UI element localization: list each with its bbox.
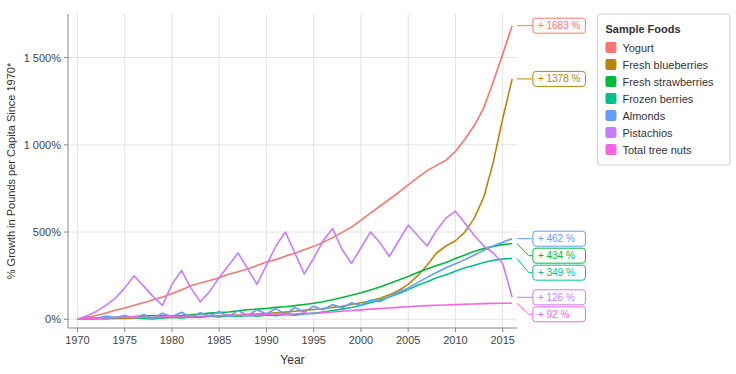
tick-mark: [266, 328, 267, 332]
annotation-leader: [517, 238, 533, 239]
annotation-label: + 126 %: [538, 292, 575, 303]
grid-line: [68, 57, 517, 58]
legend-entry: Fresh strawberries: [622, 76, 714, 88]
legend-title: Sample Foods: [605, 23, 680, 35]
tick-label: 2005: [396, 334, 420, 346]
annotation-box: [533, 265, 586, 280]
grid-line: [68, 144, 517, 145]
series-line: [77, 79, 512, 319]
tick-label: 1995: [301, 334, 325, 346]
annotation-label: + 349 %: [538, 267, 575, 278]
grid-line: [171, 14, 172, 328]
series-line: [77, 239, 512, 320]
annotation-box: [533, 290, 586, 305]
tick-label: 1990: [254, 334, 278, 346]
annotation-leader: [517, 303, 533, 314]
legend-swatch: [605, 127, 616, 138]
grid-line: [502, 14, 503, 328]
annotation-leader: [517, 244, 533, 256]
annotation-leader: [517, 25, 533, 26]
tick-mark: [64, 232, 68, 233]
tick-mark: [360, 328, 361, 332]
tick-mark: [64, 319, 68, 320]
tick-mark: [64, 144, 68, 145]
grid-line: [455, 14, 456, 328]
annotation-leader: [517, 78, 533, 79]
annotation-box: [533, 18, 586, 33]
annotation-label: + 434 %: [538, 250, 575, 261]
grid-line: [360, 14, 361, 328]
tick-mark: [77, 328, 78, 332]
annotation-label: + 92 %: [538, 309, 570, 320]
legend-entry: Almonds: [622, 110, 665, 122]
lines: [77, 26, 512, 320]
annotation-label: + 462 %: [538, 233, 575, 244]
tick-mark: [171, 328, 172, 332]
tick-mark: [64, 57, 68, 58]
grid-line: [408, 14, 409, 328]
axes: 0% 500% 1 000% 1 500% 1970 1975 1980 1985 1990 19…: [24, 14, 517, 346]
tick-label: 1980: [160, 334, 184, 346]
legend-entry: Pistachios: [622, 127, 673, 139]
tick-label: 1985: [207, 334, 231, 346]
tick-label: 1970: [65, 334, 89, 346]
tick-label: 500%: [33, 226, 61, 238]
series-line: [77, 26, 512, 320]
annotation-leader: [517, 258, 533, 272]
x-axis-title: Year: [280, 353, 304, 367]
legend-swatch: [605, 144, 616, 155]
annotation-box: [533, 231, 586, 246]
grid-line: [313, 14, 314, 328]
legend-box: [597, 14, 730, 165]
tick-label: 1 500%: [24, 52, 62, 64]
tick-mark: [219, 328, 220, 332]
tick-mark: [313, 328, 314, 332]
legend-entry: Fresh blueberries: [622, 59, 708, 71]
grid-line: [266, 14, 267, 328]
tick-mark: [455, 328, 456, 332]
legend-swatch: [605, 59, 616, 70]
legend-entry: Total tree nuts: [622, 144, 692, 156]
y-axis-title: % Growth in Pounds per Capita Since 1970…: [5, 62, 17, 279]
legend: Sample Foods Yogurt Fresh blueberries Fresh…: [597, 14, 730, 165]
legend-swatch: [605, 110, 616, 121]
tick-mark: [408, 328, 409, 332]
annotation-box: [533, 248, 586, 263]
grid-line: [77, 14, 78, 328]
tick-label: 2010: [443, 334, 467, 346]
series-line: [77, 303, 512, 319]
legend-entry: Yogurt: [622, 42, 653, 54]
tick-label: 1 000%: [24, 139, 62, 151]
tick-mark: [502, 328, 503, 332]
legend-swatch: [605, 76, 616, 87]
grid: [68, 14, 517, 328]
annotations: + 1683 % + 1378 % + 462 % + 434 % + 349 % + 1…: [517, 18, 586, 322]
grid-line: [68, 232, 517, 233]
annotation-box: [533, 307, 586, 322]
series-line: [77, 211, 512, 319]
tick-label: 2015: [490, 334, 514, 346]
legend-entry: Frozen berries: [622, 93, 693, 105]
tick-label: 2000: [349, 334, 373, 346]
x-axis-line: [68, 328, 517, 329]
annotation-leader: [517, 297, 533, 298]
annotation-label: + 1683 %: [538, 20, 581, 31]
chart: Sample Foods Yogurt Fresh blueberries Fresh…: [0, 0, 736, 374]
tick-label: 1975: [112, 334, 136, 346]
annotation-box: [533, 71, 586, 86]
tick-label: 0%: [45, 313, 61, 325]
grid-line: [124, 14, 125, 328]
legend-swatch: [605, 93, 616, 104]
grid-line: [219, 14, 220, 328]
legend-swatch: [605, 42, 616, 53]
y-axis-line: [68, 14, 69, 328]
annotation-label: + 1378 %: [538, 73, 581, 84]
tick-mark: [124, 328, 125, 332]
